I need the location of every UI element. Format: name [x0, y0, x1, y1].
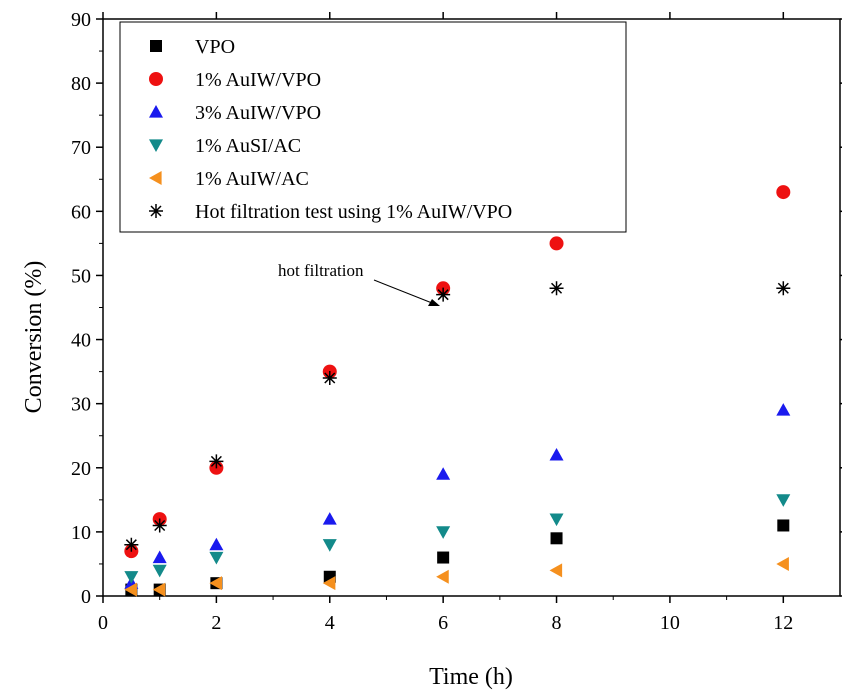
y-tick-label: 90: [71, 9, 91, 31]
x-tick-label: 10: [660, 612, 680, 634]
data-point: [549, 281, 564, 296]
x-tick-label: 0: [98, 612, 108, 634]
series-1: [124, 185, 791, 559]
y-axis-label: Conversion (%): [21, 261, 47, 414]
annotation-label: hot filtration: [278, 261, 364, 280]
legend-marker: [149, 105, 163, 118]
data-point: [436, 287, 451, 302]
data-point: [777, 519, 790, 532]
series-5: [124, 281, 791, 552]
legend-label: 3% AuIW/VPO: [195, 102, 321, 124]
data-point: [437, 551, 450, 564]
ticks-group: 0 2 4 6 8 10 12 0 10 20 30 40 50 60 70 80 90: [71, 9, 842, 634]
data-point: [549, 513, 564, 527]
data-point: [124, 582, 137, 597]
data-point: [436, 569, 449, 584]
legend-label: VPO: [195, 36, 235, 58]
x-tick-label: 6: [438, 612, 448, 634]
annotation-arrowhead: [428, 299, 440, 306]
y-tick-label: 50: [71, 265, 91, 287]
data-point: [124, 571, 139, 584]
data-point: [209, 454, 224, 469]
data-point: [124, 537, 139, 552]
legend-label: Hot filtration test using 1% AuIW/VPO: [195, 201, 512, 223]
data-point: [776, 556, 789, 571]
y-tick-label: 60: [71, 201, 91, 223]
legend-box: [119, 21, 627, 233]
legend-label: 1% AuSI/AC: [195, 135, 301, 157]
data-point: [776, 281, 791, 296]
y-tick-label: 80: [71, 73, 91, 95]
legend-marker: [149, 139, 163, 152]
annotation-group: hot filtration: [278, 261, 440, 306]
legend-marker: [150, 40, 162, 52]
data-point: [436, 526, 451, 539]
data-point: [776, 494, 791, 507]
legend: VPO 1% AuIW/VPO 3% AuIW/VPO 1% AuSI/AC 1% Au…: [119, 21, 627, 233]
y-tick-label: 40: [71, 330, 91, 352]
data-point: [152, 518, 167, 533]
y-tick-label: 70: [71, 137, 91, 159]
y-tick-label: 20: [71, 458, 91, 480]
data-point: [549, 563, 563, 578]
series-4: [124, 556, 789, 597]
data-point: [209, 576, 222, 591]
data-point: [322, 371, 337, 386]
data-point: [550, 532, 563, 545]
legend-label: 1% AuIW/VPO: [195, 69, 321, 91]
data-point: [209, 537, 224, 551]
data-point: [322, 539, 337, 552]
data-point: [776, 185, 791, 200]
series-0: [125, 519, 790, 596]
data-point: [322, 576, 336, 591]
legend-label: 1% AuIW/AC: [195, 168, 309, 190]
annotation-arrow: [373, 279, 433, 304]
x-axis-label: Time (h): [429, 664, 513, 690]
data-point: [436, 467, 451, 480]
y-tick-label: 0: [81, 586, 91, 608]
data-point: [152, 550, 167, 564]
y-tick-label: 10: [71, 522, 91, 544]
x-tick-label: 2: [211, 612, 221, 634]
x-tick-label: 8: [552, 612, 562, 634]
data-point: [322, 512, 337, 525]
x-tick-label: 4: [325, 612, 335, 634]
data-point: [152, 582, 166, 597]
series-3: [124, 494, 791, 584]
marks-group: [124, 185, 791, 597]
series-2: [124, 403, 791, 589]
data-point: [776, 403, 791, 416]
data-point: [152, 564, 167, 578]
legend-items: VPO 1% AuIW/VPO 3% AuIW/VPO 1% AuSI/AC 1% Au…: [149, 36, 512, 223]
data-point: [549, 236, 564, 251]
legend-marker: [149, 171, 162, 185]
data-point: [549, 447, 564, 461]
legend-marker: [149, 204, 163, 218]
x-tick-label: 12: [773, 612, 793, 634]
legend-marker: [149, 72, 163, 86]
data-point: [209, 551, 224, 565]
y-tick-label: 30: [71, 394, 91, 416]
